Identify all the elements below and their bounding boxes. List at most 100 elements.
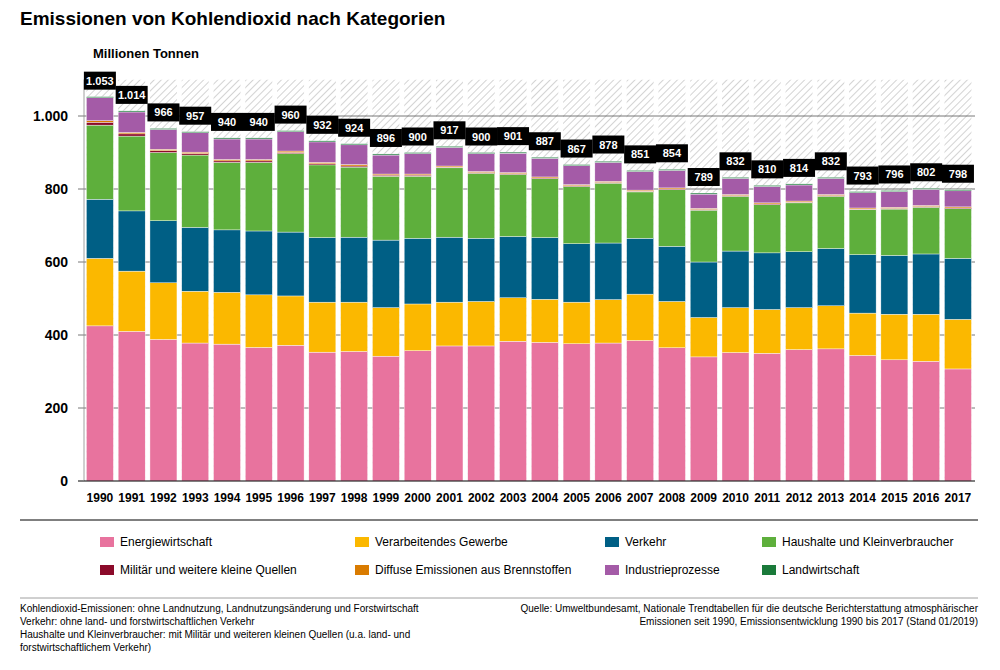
total-box: [529, 132, 561, 150]
bar-segment: [722, 195, 749, 197]
bar-segment: [531, 178, 558, 180]
bar-segment: [690, 357, 717, 481]
bar-segment: [658, 246, 685, 301]
bar-segment: [500, 298, 527, 341]
total-label: 854: [663, 147, 682, 159]
total-box: [497, 127, 529, 145]
bar-segment: [182, 227, 209, 291]
legend-swatch: [605, 565, 619, 575]
hatch-column: [913, 80, 940, 482]
bar-segment: [436, 237, 463, 302]
bar-segment: [182, 155, 209, 227]
bar-segment: [944, 319, 971, 369]
bar-segment: [500, 152, 527, 153]
bar-segment: [627, 192, 654, 238]
bar-segment: [309, 165, 336, 238]
chart: Emissionen von Kohlendioxid nach Kategor…: [0, 0, 1000, 670]
bar-segment: [436, 147, 463, 166]
bar-segment: [627, 171, 654, 190]
total-box: [783, 159, 815, 177]
x-tick-label: 2003: [500, 491, 527, 505]
y-tick-label: 0: [60, 473, 68, 489]
bar-segment: [754, 205, 781, 253]
total-label: 832: [726, 155, 744, 167]
bar-segment: [913, 314, 940, 361]
bar-segment: [277, 154, 304, 232]
legend-swatch: [355, 537, 369, 547]
bar-segment: [754, 203, 781, 205]
hatch-column: [245, 80, 272, 482]
hatch-column: [881, 80, 908, 482]
bar-segment: [913, 189, 940, 205]
legend-label: Haushalte und Kleinverbraucher: [782, 535, 953, 549]
total-label: 901: [504, 130, 522, 142]
bar-segment: [214, 139, 241, 159]
bar-segment: [214, 230, 241, 292]
note: forstwirtschaftlichem Verkehr): [20, 642, 151, 653]
y-tick-label: 1.000: [33, 108, 68, 124]
bar-segment: [404, 176, 431, 238]
bar-segment: [944, 258, 971, 319]
x-tick-label: 1995: [245, 491, 272, 505]
bar-segment: [913, 206, 940, 208]
x-tick-label: 2013: [817, 491, 844, 505]
legend-swatch: [100, 537, 114, 547]
hatch-column: [118, 80, 145, 482]
bar-segment: [245, 231, 272, 295]
bar-segment: [754, 186, 781, 202]
hatch-column: [817, 80, 844, 482]
bar-segment: [786, 184, 813, 185]
bar-segment: [277, 232, 304, 296]
bar-segment: [690, 193, 717, 194]
total-label: 957: [186, 110, 204, 122]
separator: [20, 520, 978, 521]
total-label: 932: [313, 119, 331, 131]
total-box: [942, 165, 974, 183]
bar-segment: [786, 350, 813, 481]
bar-segment: [627, 340, 654, 481]
x-tick-label: 2006: [595, 491, 622, 505]
bar-segment: [595, 182, 622, 184]
bar-segment: [690, 262, 717, 317]
legend-label: Diffuse Emissionen aus Brennstoffen: [375, 563, 571, 577]
bar-segment: [150, 153, 177, 221]
bar-segment: [214, 344, 241, 481]
bar-segment: [468, 153, 495, 154]
bar-segment: [150, 151, 177, 153]
bar-segment: [245, 139, 272, 159]
bar-segment: [150, 339, 177, 481]
bar-segment: [627, 191, 654, 193]
bar-segment: [86, 199, 113, 258]
total-box: [402, 128, 434, 146]
bar-segment: [817, 196, 844, 248]
total-label: 867: [567, 143, 585, 155]
y-tick-label: 600: [45, 254, 69, 270]
bar-segment: [214, 162, 241, 230]
bar-segment: [436, 302, 463, 346]
bar-segment: [944, 207, 971, 209]
bar-segment: [214, 159, 241, 160]
bar-segment: [690, 317, 717, 356]
bar-segment: [690, 194, 717, 208]
bar-segment: [531, 179, 558, 238]
bar-segment: [182, 291, 209, 343]
bar-segment: [182, 154, 209, 155]
x-tick-label: 2016: [913, 491, 940, 505]
bar-segment: [404, 238, 431, 304]
total-label: 900: [409, 131, 427, 143]
bar-segment: [531, 157, 558, 158]
bar-segment: [595, 300, 622, 343]
bar-segment: [563, 344, 590, 481]
bar-segment: [118, 132, 145, 133]
total-label: 851: [631, 148, 649, 160]
total-label: 793: [853, 170, 871, 182]
bar-segment: [786, 252, 813, 308]
bar-segment: [658, 189, 685, 191]
total-box: [656, 144, 688, 162]
total-box: [211, 113, 243, 131]
total-label: 832: [822, 155, 840, 167]
hatch-column: [722, 80, 749, 482]
legend-label: Verarbeitendes Gewerbe: [375, 535, 508, 549]
bar-segment: [817, 248, 844, 305]
bar-segment: [150, 128, 177, 129]
